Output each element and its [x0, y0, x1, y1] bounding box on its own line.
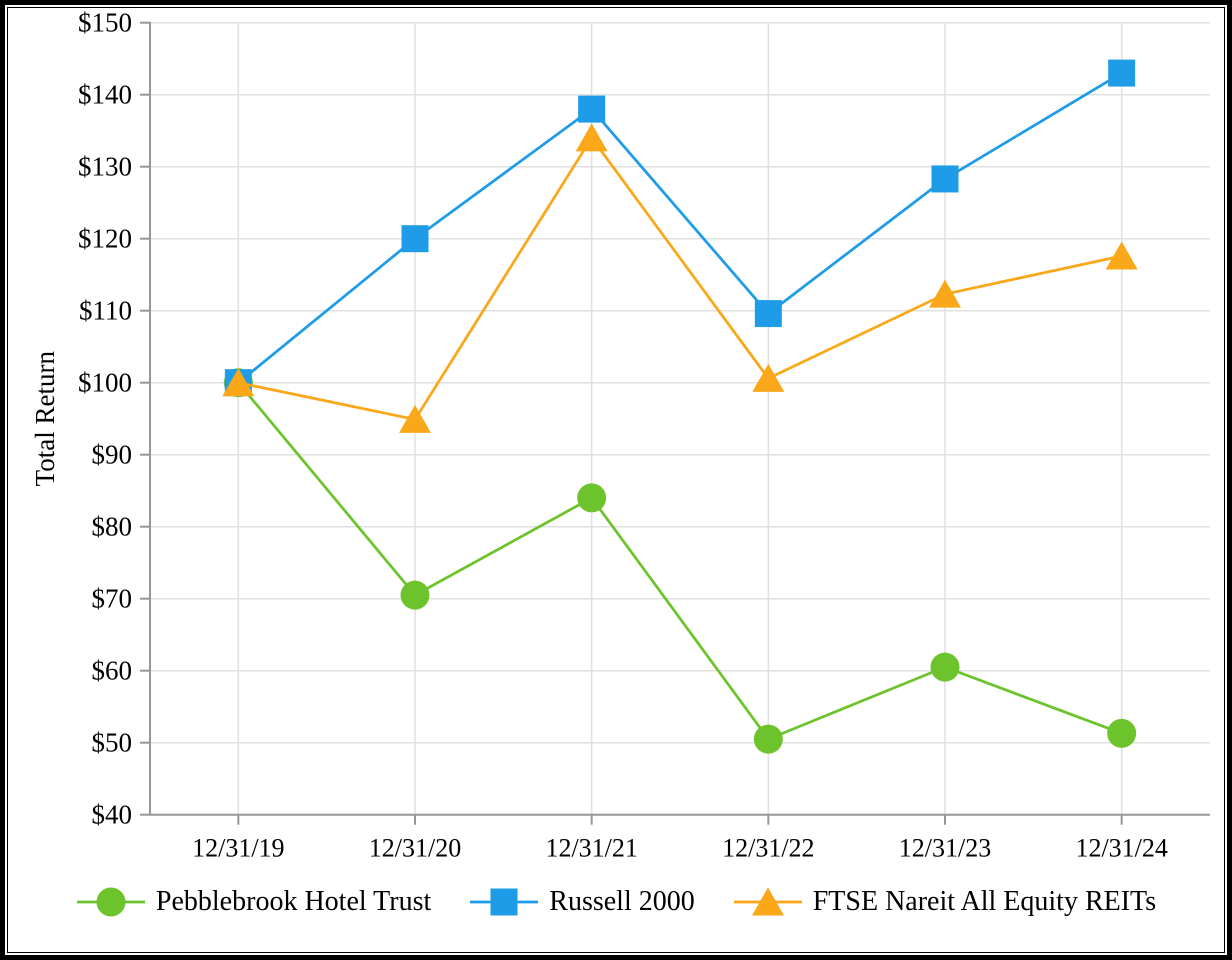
marker-square-russell-2000 [754, 300, 782, 328]
series-line-pebblebrook-hotel-trust [237, 381, 1123, 741]
y-axis-tick-label: $150 [78, 8, 132, 38]
legend-item-pebblebrook-hotel-trust: Pebblebrook Hotel Trust [76, 882, 431, 922]
legend-marker-ftse-nareit-all-equity-reits [751, 887, 784, 916]
y-axis-tick-label: $50 [92, 728, 133, 758]
marker-triangle-ftse-nareit-all-equity-reits [929, 279, 961, 308]
y-axis-tick-label: $70 [92, 584, 133, 614]
y-axis-tick-label: $140 [78, 80, 132, 110]
marker-triangle-ftse-nareit-all-equity-reits [1105, 241, 1138, 270]
marker-circle-pebblebrook-hotel-trust [577, 483, 607, 513]
marker-square-russell-2000 [931, 165, 959, 193]
x-axis-tick-label: 12/31/19 [192, 834, 284, 863]
legend-label-ftse-nareit-all-equity-reits: FTSE Nareit All Equity REITs [812, 886, 1157, 917]
x-axis-tick-label: 12/31/24 [1075, 834, 1167, 863]
y-axis-tick-label: $80 [92, 512, 133, 542]
y-axis-tick-label: $130 [78, 152, 132, 182]
y-axis-tick-label: $100 [78, 368, 132, 398]
marker-triangle-ftse-nareit-all-equity-reits [752, 363, 785, 392]
legend-marker-pebblebrook-hotel-trust [96, 887, 126, 917]
x-axis-tick-label: 12/31/20 [369, 834, 461, 863]
marker-circle-pebblebrook-hotel-trust [753, 724, 783, 754]
series-line-ftse-nareit-all-equity-reits [238, 135, 1122, 421]
triangle-legend-marker-icon [733, 887, 802, 916]
chart-legend: Pebblebrook Hotel Trust Russell 2000 FTSE … [0, 882, 1232, 922]
circle-legend-marker-icon [76, 887, 145, 917]
x-axis-tick-label: 12/31/23 [899, 834, 991, 863]
y-axis-tick-label: $40 [92, 800, 133, 830]
y-axis-tick-label: $90 [92, 440, 133, 470]
series-russell-2000 [224, 59, 1136, 397]
series-line-russell-2000 [237, 71, 1123, 384]
y-axis-tick-label: $120 [78, 224, 132, 254]
marker-triangle-ftse-nareit-all-equity-reits [399, 404, 431, 433]
marker-circle-pebblebrook-hotel-trust [930, 652, 960, 682]
y-axis-title: Total Return [30, 351, 60, 487]
legend-item-ftse-nareit-all-equity-reits: FTSE Nareit All Equity REITs [733, 882, 1156, 922]
marker-square-russell-2000 [1108, 59, 1136, 87]
y-axis-tick-label: $60 [92, 656, 133, 686]
legend-marker-russell-2000 [490, 888, 518, 916]
series-pebblebrook-hotel-trust [223, 368, 1137, 754]
marker-square-russell-2000 [401, 225, 429, 253]
marker-circle-pebblebrook-hotel-trust [1107, 718, 1137, 748]
marker-circle-pebblebrook-hotel-trust [400, 580, 430, 610]
legend-item-russell-2000: Russell 2000 [469, 882, 695, 922]
marker-square-russell-2000 [578, 95, 606, 123]
square-legend-marker-icon [470, 888, 539, 916]
x-axis-tick-label: 12/31/21 [545, 834, 637, 863]
x-axis-tick-label: 12/31/22 [722, 834, 814, 863]
marker-triangle-ftse-nareit-all-equity-reits [575, 123, 608, 152]
y-axis-tick-label: $110 [79, 296, 132, 326]
series-ftse-nareit-all-equity-reits [222, 123, 1138, 433]
legend-label-russell-2000: Russell 2000 [549, 886, 695, 917]
marker-triangle-ftse-nareit-all-equity-reits [222, 368, 255, 397]
legend-label-pebblebrook-hotel-trust: Pebblebrook Hotel Trust [155, 886, 432, 917]
